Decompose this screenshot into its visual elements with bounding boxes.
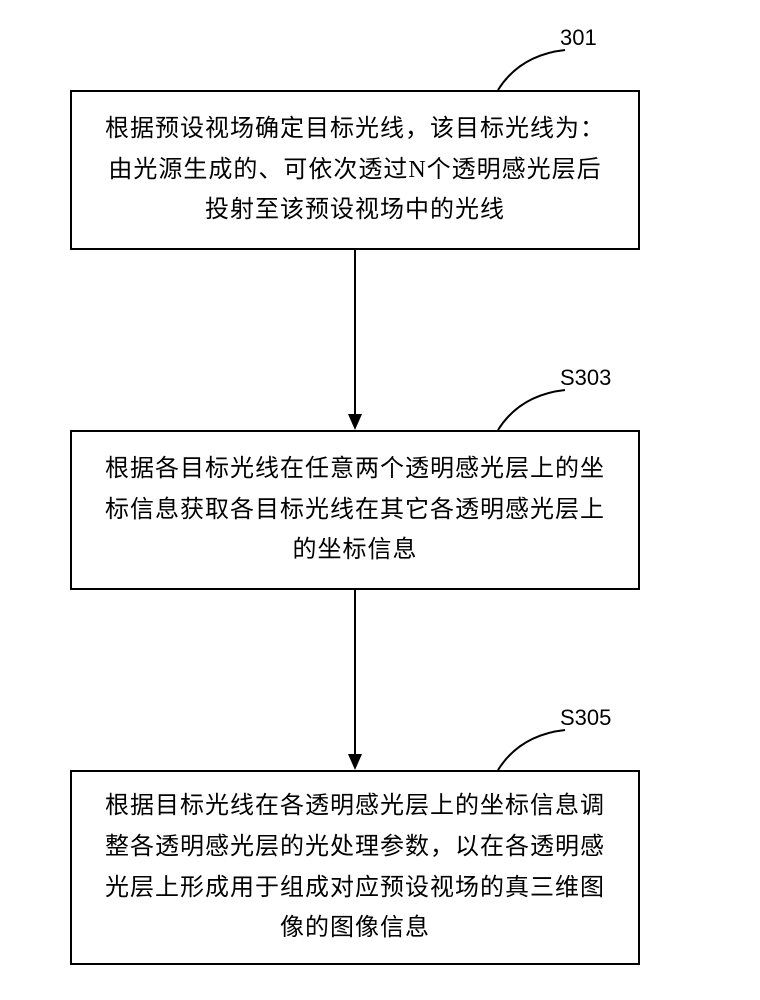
arrow-1-to-2 (345, 250, 365, 430)
step-box-301: 根据预设视场确定目标光线，该目标光线为：由光源生成的、可依次透过N个透明感光层后… (70, 90, 640, 250)
step-text: 根据各目标光线在任意两个透明感光层上的坐标信息获取各目标光线在其它各透明感光层上… (97, 449, 613, 571)
flowchart-container: 301 根据预设视场确定目标光线，该目标光线为：由光源生成的、可依次透过N个透明… (0, 0, 760, 1000)
step-text: 根据预设视场确定目标光线，该目标光线为：由光源生成的、可依次透过N个透明感光层后… (97, 109, 613, 231)
arrow-2-to-3 (345, 590, 365, 770)
leader-line-s303 (490, 385, 580, 435)
step-box-s303: 根据各目标光线在任意两个透明感光层上的坐标信息获取各目标光线在其它各透明感光层上… (70, 430, 640, 590)
leader-line-s305 (490, 725, 580, 775)
step-text: 根据目标光线在各透明感光层上的坐标信息调整各透明感光层的光处理参数，以在各透明感… (97, 786, 613, 949)
leader-line-301 (490, 45, 580, 95)
step-box-s305: 根据目标光线在各透明感光层上的坐标信息调整各透明感光层的光处理参数，以在各透明感… (70, 770, 640, 965)
